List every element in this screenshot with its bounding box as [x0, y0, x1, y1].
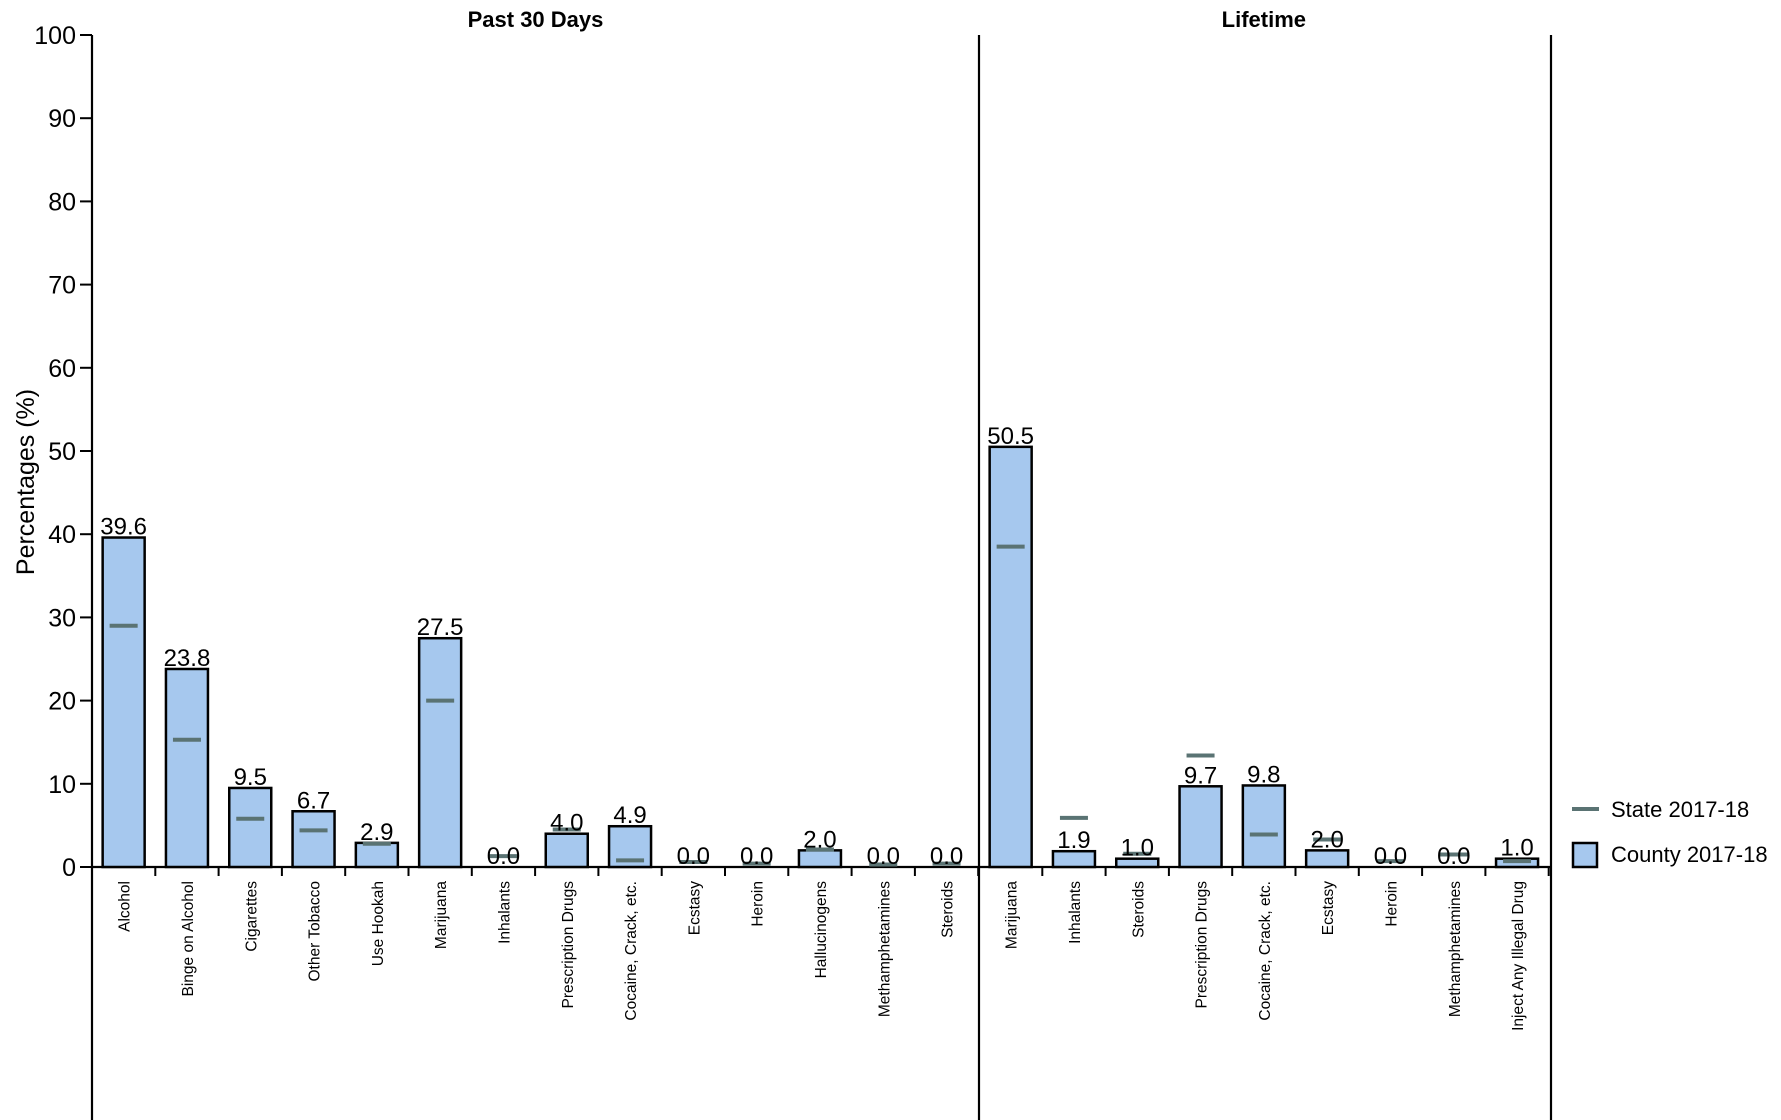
category-label: Hallucinogens — [813, 881, 830, 979]
data-label: 27.5 — [417, 614, 464, 641]
data-label: 0.0 — [677, 843, 710, 870]
data-label: 0.0 — [930, 843, 963, 870]
y-tick-label: 50 — [48, 438, 76, 466]
category-label: Ecstasy — [1320, 881, 1337, 936]
category-label: Methamphetamines — [1447, 881, 1464, 1017]
category-label: Ecstasy — [686, 881, 703, 936]
data-label: 4.0 — [550, 810, 583, 837]
data-label: 39.6 — [100, 514, 147, 541]
y-tick-label: 70 — [48, 272, 76, 300]
category-label: Use Hookah — [370, 881, 387, 966]
category-label: Heroin — [750, 881, 767, 927]
data-label: 2.0 — [803, 826, 836, 853]
y-tick-label: 10 — [48, 771, 76, 799]
y-tick-label: 80 — [48, 188, 76, 216]
data-label: 50.5 — [987, 423, 1034, 450]
data-label: 0.0 — [487, 843, 520, 870]
county-bar — [417, 636, 463, 869]
category-label: Alcohol — [117, 881, 134, 932]
category-label: Prescription Drugs — [560, 881, 577, 1009]
data-label: 6.7 — [297, 787, 330, 814]
data-label: 9.7 — [1184, 762, 1217, 789]
data-label: 0.0 — [867, 843, 900, 870]
category-label: Binge on Alcohol — [180, 881, 197, 996]
data-label: 4.9 — [613, 802, 646, 829]
county-bar — [1051, 849, 1097, 869]
y-axis-title: Percentages (%) — [12, 389, 40, 575]
category-label: Inject Any Illegal Drug — [1510, 881, 1527, 1031]
panel-title: Past 30 Days — [468, 7, 604, 32]
county-bar — [101, 536, 146, 869]
county-bar — [1178, 785, 1223, 869]
county-bar — [354, 841, 400, 869]
y-tick-label: 20 — [48, 688, 76, 716]
legend-county-label: County 2017-18 — [1611, 842, 1768, 867]
y-tick-label: 30 — [48, 604, 76, 632]
category-label: Methamphetamines — [876, 881, 893, 1017]
data-label: 0.0 — [1437, 843, 1470, 870]
county-bar — [1115, 857, 1160, 869]
panel-title: Lifetime — [1222, 7, 1306, 32]
data-label: 1.9 — [1057, 827, 1090, 854]
y-tick-label: 60 — [48, 355, 76, 383]
y-tick-label: 90 — [48, 105, 76, 133]
data-label: 0.0 — [1374, 843, 1407, 870]
y-tick-label: 0 — [62, 854, 76, 882]
county-bar — [1304, 849, 1350, 869]
category-label: Steroids — [940, 881, 957, 938]
category-label: Marijuana — [433, 881, 450, 949]
category-label: Heroin — [1383, 881, 1400, 927]
category-label: Steroids — [1130, 881, 1147, 938]
data-label: 9.5 — [234, 764, 267, 791]
data-label: 9.8 — [1247, 761, 1280, 788]
y-tick-label: 100 — [34, 22, 76, 50]
county-bar — [988, 445, 1033, 869]
category-label: Cocaine, Crack, etc. — [623, 881, 640, 1021]
county-bar — [1241, 784, 1287, 869]
category-label: Cocaine, Crack, etc. — [1257, 881, 1274, 1021]
data-label: 1.0 — [1121, 835, 1154, 862]
county-bar — [291, 810, 336, 869]
legend-county-swatch — [1571, 841, 1599, 869]
category-label: Inhalants — [496, 881, 513, 944]
data-label: 23.8 — [164, 645, 211, 672]
data-label: 1.0 — [1500, 835, 1533, 862]
county-bar — [228, 786, 273, 869]
category-label: Cigarettes — [243, 881, 260, 952]
legend-state-label: State 2017-18 — [1611, 797, 1749, 822]
category-label: Other Tobacco — [307, 881, 324, 982]
county-bar — [544, 832, 589, 869]
category-label: Inhalants — [1067, 881, 1084, 944]
data-label: 2.9 — [360, 819, 393, 846]
y-tick-label: 40 — [48, 521, 76, 549]
county-bar — [164, 667, 210, 869]
data-label: 2.0 — [1310, 826, 1343, 853]
data-label: 0.0 — [740, 843, 773, 870]
category-label: Prescription Drugs — [1194, 881, 1211, 1009]
category-label: Marijuana — [1004, 881, 1021, 949]
